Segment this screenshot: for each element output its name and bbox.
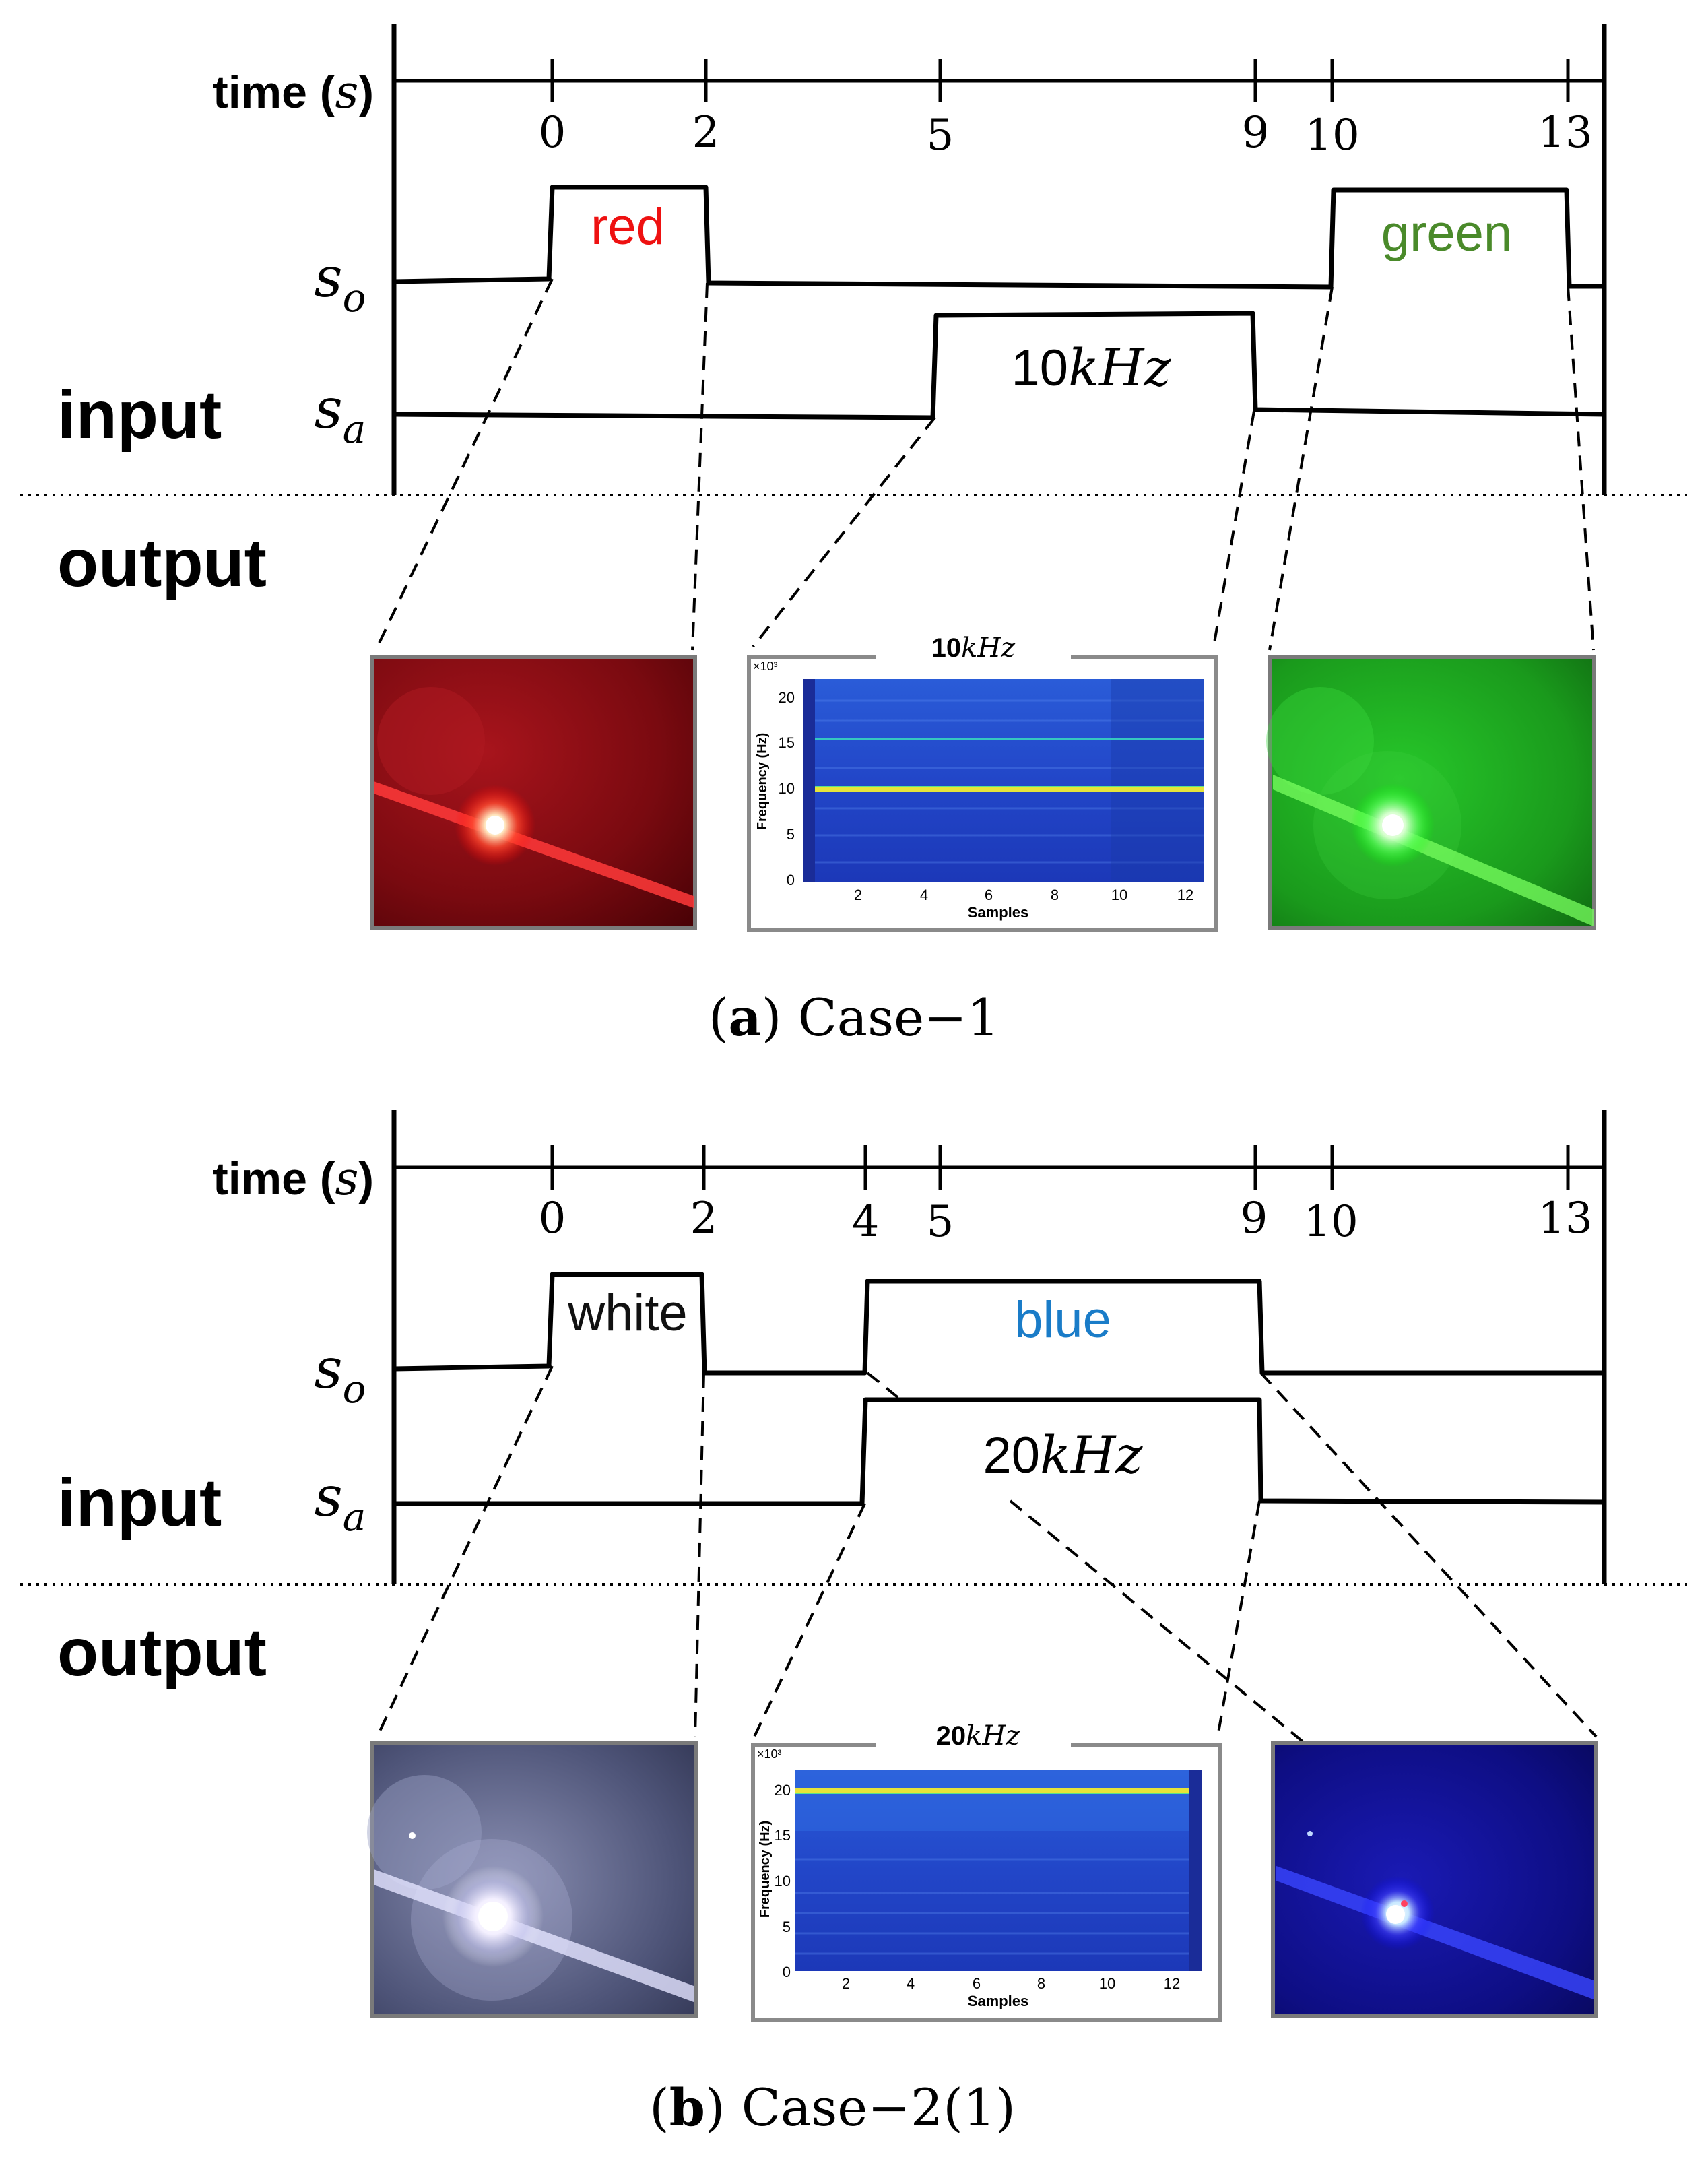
output-spectrogram-20khz: 20kHz ×10³ 20 15 10 5 0 Frequency (Hz) bbox=[751, 1720, 1222, 2022]
ytick: 20 bbox=[779, 689, 795, 706]
xtick: 4 bbox=[907, 1975, 915, 1992]
tick-label: 4 bbox=[852, 1197, 880, 1247]
input-label: input bbox=[57, 377, 222, 453]
panel-b: time (s) 0 2 4 5 9 10 13 so white blue s… bbox=[20, 1110, 1687, 2137]
ytick: 10 bbox=[775, 1873, 791, 1890]
xtick: 12 bbox=[1177, 886, 1193, 903]
spectrogram-exponent: ×10³ bbox=[757, 1747, 782, 1761]
spectrogram-ylabel: Frequency (Hz) bbox=[755, 733, 770, 830]
spectrogram-yticks: 20 15 10 5 0 bbox=[775, 1782, 791, 1980]
tick-label: 5 bbox=[927, 1197, 954, 1247]
xtick: 6 bbox=[985, 886, 993, 903]
sa-label: sa bbox=[315, 377, 366, 452]
input-label: input bbox=[57, 1465, 222, 1541]
pulse-label-blue: blue bbox=[1014, 1291, 1111, 1349]
so-signal bbox=[393, 185, 1604, 290]
spectrogram-exponent: ×10³ bbox=[753, 659, 778, 673]
caption-a: (a) Case−1 bbox=[709, 988, 999, 1047]
time-ticks bbox=[550, 59, 1570, 102]
xtick: 2 bbox=[842, 1975, 850, 1992]
tick-label: 13 bbox=[1538, 1194, 1592, 1244]
time-tick-labels: 0 2 5 9 10 13 bbox=[539, 108, 1593, 160]
ytick: 5 bbox=[787, 826, 795, 843]
spectrogram-xticks: 2 4 6 8 10 12 bbox=[854, 886, 1193, 903]
tick-label: 10 bbox=[1303, 1197, 1358, 1247]
xtick: 12 bbox=[1164, 1975, 1180, 1992]
tick-label: 9 bbox=[1242, 108, 1270, 158]
connectors bbox=[376, 1365, 1598, 1746]
tick-label: 13 bbox=[1538, 108, 1592, 158]
ytick: 5 bbox=[783, 1918, 791, 1935]
tick-label: 0 bbox=[539, 108, 566, 158]
so-label: so bbox=[314, 1337, 366, 1412]
time-tick-labels: 0 2 4 5 9 10 13 bbox=[539, 1194, 1593, 1247]
spectrogram-ylabel: Frequency (Hz) bbox=[758, 1821, 773, 1918]
tick-label: 2 bbox=[692, 108, 720, 158]
caption-b: (b) Case−2(1) bbox=[649, 2077, 1016, 2137]
tick-label: 10 bbox=[1305, 110, 1359, 160]
xtick: 2 bbox=[854, 886, 862, 903]
spectrogram-xlabel: Samples bbox=[968, 904, 1029, 921]
tick-label: 2 bbox=[690, 1194, 718, 1244]
xtick: 4 bbox=[920, 886, 928, 903]
output-photo-blue bbox=[1271, 1741, 1598, 2018]
time-axis-label: time (s) bbox=[213, 1153, 374, 1206]
sa-pulse-label: 10kHz bbox=[1012, 337, 1172, 397]
pulse-label-white: white bbox=[567, 1285, 687, 1342]
so-label: so bbox=[314, 246, 366, 321]
spectrogram-xticks: 2 4 6 8 10 12 bbox=[842, 1975, 1180, 1992]
xtick: 8 bbox=[1037, 1975, 1045, 1992]
spectrogram-title: 20kHz bbox=[936, 1720, 1021, 1751]
time-ticks bbox=[550, 1145, 1570, 1190]
output-label: output bbox=[57, 1615, 267, 1690]
so-signal bbox=[393, 1272, 1604, 1376]
time-axis-label: time (s) bbox=[213, 66, 374, 119]
tick-label: 0 bbox=[539, 1194, 566, 1244]
sa-signal bbox=[394, 1397, 1605, 1506]
output-label: output bbox=[57, 525, 267, 601]
tick-label: 5 bbox=[927, 110, 954, 160]
pulse-label-red: red bbox=[591, 198, 665, 255]
ytick: 0 bbox=[783, 1964, 791, 1980]
xtick: 10 bbox=[1111, 886, 1127, 903]
output-photo-green bbox=[1266, 655, 1596, 930]
sa-pulse-label: 20kHz bbox=[983, 1425, 1144, 1485]
pulse-label-green: green bbox=[1381, 205, 1512, 262]
output-spectrogram-10khz: 10kHz ×10³ 20 15 10 5 0 bbox=[747, 633, 1218, 932]
ytick: 20 bbox=[775, 1782, 791, 1799]
spectrogram-yticks: 20 15 10 5 0 bbox=[779, 689, 795, 889]
xtick: 8 bbox=[1051, 886, 1059, 903]
ytick: 15 bbox=[775, 1827, 791, 1844]
xtick: 6 bbox=[973, 1975, 981, 1992]
output-photo-white bbox=[367, 1741, 698, 2018]
output-photo-red bbox=[370, 655, 697, 930]
spectrogram-xlabel: Samples bbox=[968, 1993, 1029, 2009]
xtick: 10 bbox=[1099, 1975, 1115, 1992]
spectrogram-title: 10kHz bbox=[931, 633, 1016, 664]
panel-a: time (s) 0 2 5 9 10 13 so red green sa 1… bbox=[20, 24, 1687, 1047]
sa-label: sa bbox=[315, 1465, 366, 1540]
sa-signal bbox=[393, 311, 1605, 420]
connectors bbox=[374, 278, 1595, 651]
tick-label: 9 bbox=[1241, 1194, 1268, 1244]
ytick: 10 bbox=[779, 780, 795, 797]
ytick: 15 bbox=[779, 734, 795, 751]
ytick: 0 bbox=[787, 872, 795, 889]
